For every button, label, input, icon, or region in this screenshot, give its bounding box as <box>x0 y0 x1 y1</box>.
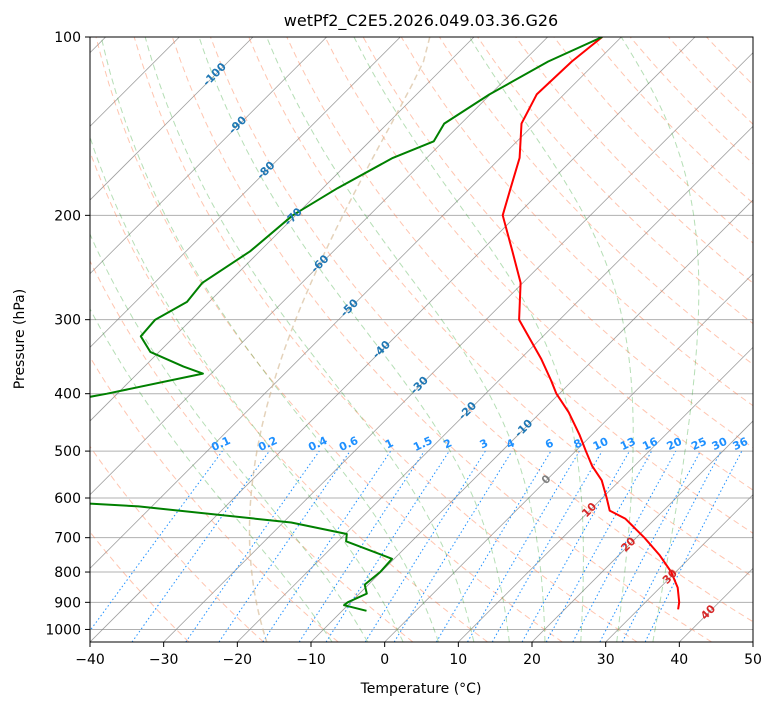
y-tick-label: 500 <box>54 444 81 460</box>
x-tick-label: −20 <box>223 652 253 668</box>
x-tick-label: 40 <box>670 652 688 668</box>
y-tick-label: 100 <box>54 30 81 46</box>
x-tick-label: −10 <box>296 652 326 668</box>
x-tick-label: 30 <box>597 652 615 668</box>
y-axis-label: Pressure (hPa) <box>12 289 28 389</box>
chart-title: wetPf2_C2E5.2026.049.03.36.G26 <box>284 11 558 31</box>
x-tick-label: 0 <box>380 652 389 668</box>
y-tick-label: 1000 <box>45 622 81 638</box>
x-tick-label: −30 <box>149 652 179 668</box>
y-tick-label: 900 <box>54 595 81 611</box>
x-axis-label: Temperature (°C) <box>360 681 482 697</box>
y-tick-label: 400 <box>54 387 81 403</box>
x-tick-label: 20 <box>523 652 541 668</box>
y-tick-label: 600 <box>54 491 81 507</box>
y-tick-label: 300 <box>54 313 81 329</box>
x-tick-label: 50 <box>744 652 762 668</box>
x-tick-label: 10 <box>449 652 467 668</box>
x-tick-label: −40 <box>75 652 105 668</box>
y-tick-label: 200 <box>54 208 81 224</box>
y-tick-label: 800 <box>54 565 81 581</box>
y-tick-label: 700 <box>54 531 81 547</box>
